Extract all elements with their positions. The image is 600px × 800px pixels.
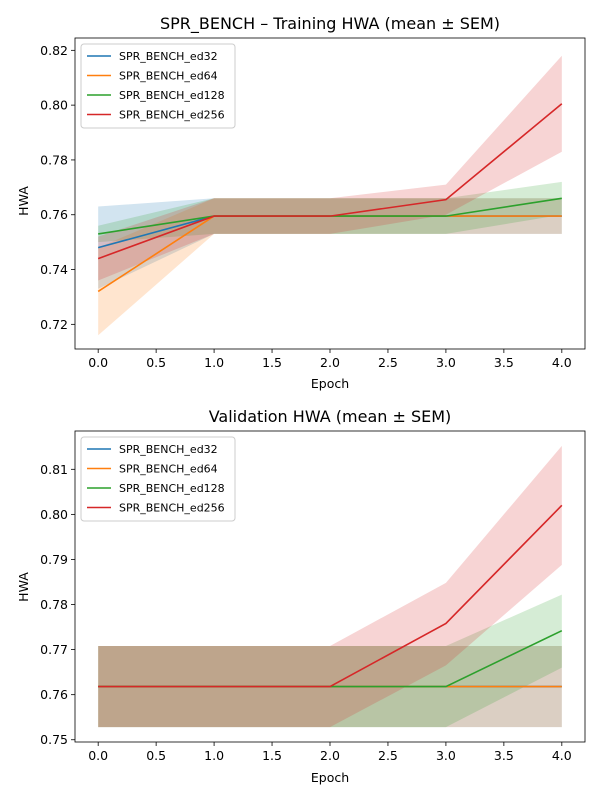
legend-label-4: SPR_BENCH_ed256 bbox=[119, 502, 225, 515]
x-tick-label: 2.0 bbox=[320, 748, 340, 763]
x-tick-label: 0.0 bbox=[88, 355, 108, 370]
y-tick-label: 0.78 bbox=[40, 597, 68, 612]
x-tick-label: 1.5 bbox=[262, 748, 282, 763]
sem-band-3 bbox=[98, 594, 562, 728]
x-tick-label: 2.0 bbox=[320, 355, 340, 370]
chart-title: SPR_BENCH – Training HWA (mean ± SEM) bbox=[160, 14, 500, 34]
legend-box bbox=[80, 436, 236, 522]
legend-label-2: SPR_BENCH_ed64 bbox=[119, 70, 218, 83]
y-axis-label: HWA bbox=[16, 186, 31, 216]
x-tick-label: 2.5 bbox=[378, 355, 398, 370]
legend-label-1: SPR_BENCH_ed32 bbox=[119, 443, 218, 456]
y-tick-label: 0.82 bbox=[40, 43, 68, 58]
y-tick-label: 0.80 bbox=[40, 98, 68, 113]
legend-label-2: SPR_BENCH_ed64 bbox=[119, 463, 218, 476]
training-hwa-panel: SPR_BENCH – Training HWA (mean ± SEM) 0.… bbox=[16, 14, 586, 391]
x-tick-label: 0.5 bbox=[146, 355, 166, 370]
y-tick-label: 0.72 bbox=[40, 317, 68, 332]
legend: SPR_BENCH_ed32 SPR_BENCH_ed64 SPR_BENCH_ed… bbox=[80, 43, 236, 129]
x-tick-label: 0.5 bbox=[146, 748, 166, 763]
x-tick-label: 1.0 bbox=[204, 355, 224, 370]
y-tick-label: 0.81 bbox=[40, 462, 68, 477]
y-axis-label: HWA bbox=[16, 572, 31, 602]
legend-box bbox=[80, 43, 236, 129]
plot-area: 0.0 0.5 1.0 1.5 2.0 2.5 3.0 3.5 4.0 0.75 0.76 0.77 0… bbox=[40, 430, 586, 763]
y-tick-label: 0.80 bbox=[40, 507, 68, 522]
x-tick-label: 1.5 bbox=[262, 355, 282, 370]
legend: SPR_BENCH_ed32 SPR_BENCH_ed64 SPR_BENCH_ed… bbox=[80, 436, 236, 522]
legend-label-3: SPR_BENCH_ed128 bbox=[119, 482, 225, 495]
legend-label-1: SPR_BENCH_ed32 bbox=[119, 50, 218, 63]
y-tick-label: 0.76 bbox=[40, 687, 68, 702]
sem-band-2 bbox=[98, 198, 562, 336]
x-tick-label: 2.5 bbox=[378, 748, 398, 763]
legend-label-3: SPR_BENCH_ed128 bbox=[119, 89, 225, 102]
x-tick-label: 3.5 bbox=[494, 355, 514, 370]
x-tick-label: 1.0 bbox=[204, 748, 224, 763]
y-tick-label: 0.75 bbox=[40, 732, 68, 747]
x-axis-label: Epoch bbox=[311, 376, 349, 391]
sem-band-3 bbox=[98, 181, 562, 243]
x-tick-label: 3.0 bbox=[436, 355, 456, 370]
x-tick-label: 3.5 bbox=[494, 748, 514, 763]
plot-area: 0.0 0.5 1.0 1.5 2.0 2.5 3.0 3.5 4.0 0.72 0.74 0.76 0… bbox=[40, 37, 586, 370]
chart-title: Validation HWA (mean ± SEM) bbox=[209, 407, 452, 426]
x-tick-label: 4.0 bbox=[552, 748, 572, 763]
sem-band-1 bbox=[98, 198, 562, 289]
y-tick-label: 0.78 bbox=[40, 152, 68, 167]
x-tick-label: 4.0 bbox=[552, 355, 572, 370]
legend-label-4: SPR_BENCH_ed256 bbox=[119, 109, 225, 122]
x-axis-label: Epoch bbox=[311, 770, 349, 785]
y-tick-label: 0.79 bbox=[40, 552, 68, 567]
y-tick-label: 0.74 bbox=[40, 262, 68, 277]
sem-band-4 bbox=[98, 445, 562, 728]
sem-band-4 bbox=[98, 55, 562, 281]
x-tick-label: 3.0 bbox=[436, 748, 456, 763]
y-tick-label: 0.77 bbox=[40, 642, 68, 657]
validation-hwa-panel: Validation HWA (mean ± SEM) 0.0 0.5 1.0 1.5… bbox=[16, 407, 586, 785]
series-line-4 bbox=[98, 504, 563, 688]
y-tick-label: 0.76 bbox=[40, 207, 68, 222]
x-tick-label: 0.0 bbox=[88, 748, 108, 763]
series-line-4 bbox=[97, 103, 563, 260]
